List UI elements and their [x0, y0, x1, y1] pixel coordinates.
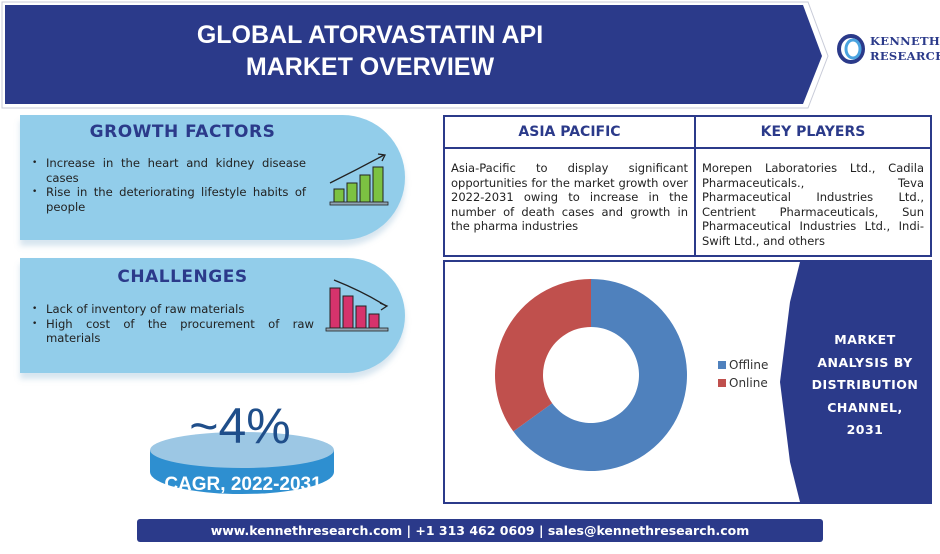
cagr-value: ~4% [189, 398, 291, 454]
logo-text-line2: RESEARCH [870, 49, 940, 63]
growth-factors-title: GROWTH FACTORS [89, 122, 276, 142]
growth-factor-item: Increase in the heart and kidney disease… [24, 156, 306, 185]
page-title-line1: GLOBAL ATORVASTATIN API [196, 21, 544, 49]
falling-bar-chart-icon [325, 279, 389, 332]
donut-chart [495, 279, 687, 471]
logo-text-line1: KENNETH [870, 34, 940, 48]
donut-slice-offline [513, 279, 687, 471]
legend-swatch [718, 379, 726, 387]
logo-swirl-icon [837, 34, 865, 64]
donut-slice-online [495, 279, 591, 432]
key-players-title: KEY PLAYERS [696, 117, 930, 149]
page-title-line2: MARKET OVERVIEW [245, 53, 495, 81]
market-analysis-chevron [780, 262, 930, 502]
key-players-text: Morepen Laboratories Ltd., Cadila Pharma… [702, 161, 924, 248]
challenges-panel: CHALLENGES Lack of inventory of raw mate… [20, 258, 405, 373]
growth-factors-panel: GROWTH FACTORS Increase in the heart and… [20, 115, 405, 240]
chart-legend: Offline Online [718, 356, 768, 392]
distribution-chart-box [443, 260, 932, 504]
key-players-box: KEY PLAYERS Morepen Laboratories Ltd., C… [694, 115, 932, 257]
legend-item-offline: Offline [718, 356, 768, 374]
cagr-disc [150, 432, 334, 494]
market-analysis-label: MARKET ANALYSIS BY DISTRIBUTION CHANNEL, 203… [811, 332, 919, 437]
cagr-label: CAGR, 2022-2031 [164, 474, 322, 495]
challenge-item: Lack of inventory of raw materials [24, 302, 314, 317]
legend-item-online: Online [718, 374, 768, 392]
growth-factor-item: Rise in the deteriorating lifestyle habi… [24, 185, 306, 214]
legend-swatch [718, 361, 726, 369]
challenges-title: CHALLENGES [117, 267, 248, 287]
header-banner [1, 1, 829, 109]
asia-pacific-text: Asia-Pacific to display significant oppo… [451, 161, 688, 233]
asia-pacific-box: ASIA PACIFIC Asia-Pacific to display sig… [443, 115, 696, 257]
challenge-item: High cost of the procurement of raw mate… [24, 317, 314, 346]
footer-contact-bar: www.kennethresearch.com | +1 313 462 060… [137, 519, 823, 542]
rising-bar-chart-icon [329, 153, 389, 206]
asia-pacific-title: ASIA PACIFIC [445, 117, 694, 149]
kenneth-research-logo: KENNETH RESEARCH [836, 32, 940, 72]
